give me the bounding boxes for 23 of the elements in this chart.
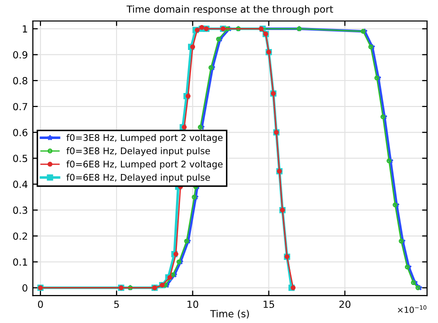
y-tick-label: 0.5 xyxy=(13,154,28,162)
x-tick-label: 20 xyxy=(339,300,350,308)
y-tick-label: 0.1 xyxy=(13,258,28,266)
x-axis-title: Time (s) xyxy=(210,310,249,318)
text: ×10$^{−10}$ xyxy=(398,305,426,313)
y-tick-label: 0.6 xyxy=(13,128,28,136)
x-tick-label: 10 xyxy=(188,300,198,308)
x-tick-label: 0 xyxy=(38,300,43,308)
y-tick-label: 0.7 xyxy=(13,102,28,110)
y-tick-label: 0.3 xyxy=(13,206,28,214)
x-tick-label: 5 xyxy=(114,300,119,308)
y-tick-label: 0 xyxy=(22,284,28,292)
legend-label: f0=6E8 Hz, Delayed input pulse xyxy=(66,174,210,183)
legend-label: f0=3E8 Hz, Delayed input pulse xyxy=(66,147,210,156)
legend-label: f0=6E8 Hz, Lumped port 2 voltage xyxy=(66,160,223,170)
y-tick-label: 0.9 xyxy=(13,51,28,58)
y-tick-label: 1 xyxy=(22,25,28,32)
y-tick-label: 0.2 xyxy=(13,232,28,240)
legend-label: f0=3E8 Hz, Lumped port 2 voltage xyxy=(66,134,223,143)
chart-title: Time domain response at the through port xyxy=(126,5,334,15)
x-tick-label: 15 xyxy=(264,300,274,308)
y-tick-label: 0.4 xyxy=(13,180,28,188)
y-tick-label: 0.8 xyxy=(13,77,28,84)
